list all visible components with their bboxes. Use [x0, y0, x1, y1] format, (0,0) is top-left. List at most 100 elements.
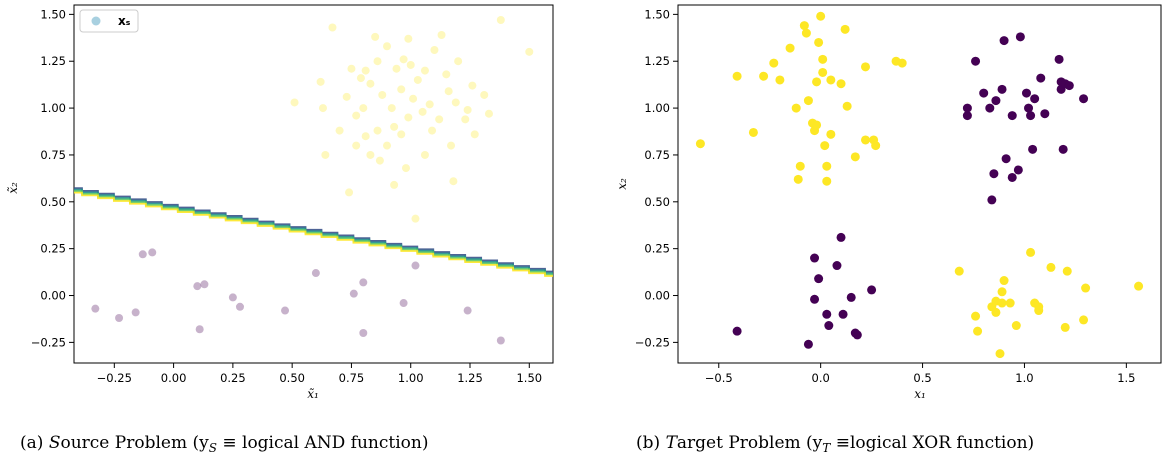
y-axis-label-b: x₂: [615, 178, 629, 190]
data-point: [997, 298, 1007, 308]
data-point: [235, 302, 244, 311]
x-ticks-b: −0.5 0.0 0.5 1.0 1.5: [705, 363, 1136, 385]
data-point: [525, 47, 534, 56]
data-point: [352, 141, 361, 150]
data-point: [413, 75, 422, 84]
plot-area-b: [677, 4, 1162, 364]
x-tick-label: 1.25: [457, 371, 483, 385]
data-point: [997, 287, 1007, 297]
data-point: [461, 115, 470, 124]
x-tick-label: 0.00: [161, 371, 187, 385]
data-point: [328, 23, 337, 32]
data-point: [867, 285, 877, 295]
boundary-contour: [74, 191, 553, 277]
y-tick-label: 0.25: [40, 242, 66, 256]
data-point: [1026, 111, 1036, 121]
data-point: [999, 276, 1009, 286]
data-point: [131, 308, 140, 317]
data-point: [378, 90, 387, 99]
caption-b: (b) Target Problem (yT ≡logical XOR func…: [636, 433, 1034, 455]
data-point: [345, 188, 354, 197]
data-point: [468, 81, 477, 90]
data-point: [392, 64, 401, 73]
data-point: [826, 129, 836, 139]
y-ticks-b: −0.25 0.00 0.25 0.50 0.75 1.00 1.25 1.50: [635, 7, 678, 349]
data-point: [428, 126, 437, 135]
data-point: [846, 292, 856, 302]
data-point: [1007, 111, 1017, 121]
data-point: [850, 152, 860, 162]
plot-area-a: [73, 4, 554, 364]
data-point: [401, 164, 410, 173]
data-point: [193, 282, 202, 291]
y-tick-label: 0.00: [40, 289, 66, 303]
data-point: [1007, 172, 1017, 182]
data-point: [375, 156, 384, 165]
boundary-contour: [74, 190, 553, 276]
legend: xₛ: [79, 9, 139, 33]
data-point: [399, 299, 408, 308]
data-point: [795, 161, 805, 171]
data-point: [420, 150, 429, 159]
data-point: [989, 169, 999, 179]
data-point: [769, 58, 779, 68]
data-point: [1034, 306, 1044, 316]
data-point: [812, 77, 822, 87]
data-point: [836, 79, 846, 89]
data-point: [1062, 266, 1072, 276]
y-tick-label: 0.50: [644, 195, 670, 209]
data-point: [962, 103, 972, 113]
caption-a: (a) Source Problem (yS ≡ logical AND fun…: [20, 433, 428, 455]
data-point: [1079, 315, 1089, 325]
data-point: [409, 94, 418, 103]
data-point: [366, 150, 375, 159]
data-point: [860, 62, 870, 72]
data-point: [335, 126, 344, 135]
data-point: [973, 326, 983, 336]
y-axis-label-a: x̃₂: [6, 182, 20, 194]
data-point: [803, 96, 813, 106]
x-tick-label: 0.50: [279, 371, 305, 385]
data-point: [840, 24, 850, 34]
data-point: [832, 261, 842, 271]
y-ticks-a: −0.25 0.00 0.25 0.50 0.75 1.00 1.25 1.50: [31, 7, 74, 349]
data-point: [444, 87, 453, 96]
data-point: [1081, 283, 1091, 293]
data-point: [1011, 321, 1021, 331]
data-point: [775, 75, 785, 85]
data-point: [1054, 54, 1064, 64]
data-point: [897, 58, 907, 68]
data-point: [748, 127, 758, 137]
data-point: [999, 36, 1009, 46]
data-point: [838, 309, 848, 319]
data-point: [195, 325, 204, 334]
data-point: [383, 42, 392, 51]
data-point: [390, 180, 399, 189]
data-point: [801, 28, 811, 38]
data-point: [359, 104, 368, 113]
data-point: [1079, 94, 1089, 104]
data-point: [420, 66, 429, 75]
data-point: [1024, 103, 1034, 113]
data-point: [1046, 262, 1056, 272]
y-tick-label: 1.50: [40, 7, 66, 21]
data-point: [454, 57, 463, 66]
data-point: [418, 107, 427, 116]
y-tick-label: −0.25: [31, 335, 66, 349]
data-point: [810, 294, 820, 304]
x-tick-label: 1.00: [398, 371, 424, 385]
data-point: [860, 135, 870, 145]
data-point: [480, 90, 489, 99]
data-point: [1030, 94, 1040, 104]
y-tick-label: 0.25: [644, 242, 670, 256]
boundary-contour: [74, 187, 553, 273]
data-point: [812, 120, 822, 130]
data-point: [318, 104, 327, 113]
x-axis-label-a: x̃₁: [307, 387, 319, 401]
data-point: [818, 54, 828, 64]
y-tick-label: 0.50: [40, 195, 66, 209]
data-point: [404, 34, 413, 43]
data-point: [484, 109, 493, 118]
data-point: [347, 64, 356, 73]
data-point: [1134, 281, 1144, 291]
